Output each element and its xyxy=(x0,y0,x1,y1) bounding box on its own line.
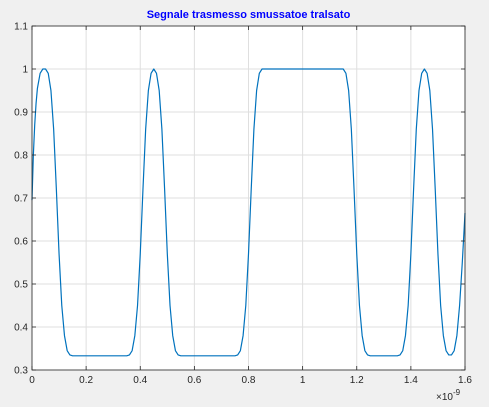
x-tick-label-3: 0.6 xyxy=(187,375,201,386)
x-exponent-power: -9 xyxy=(453,388,461,397)
y-tick-label-4: 0.7 xyxy=(14,194,28,205)
x-tick-label-6: 1.2 xyxy=(350,375,364,386)
x-exponent-base: ×10 xyxy=(436,392,453,403)
x-tick-label-7: 1.4 xyxy=(404,375,418,386)
y-tick-label-8: 1.1 xyxy=(14,22,28,33)
y-tick-label-6: 0.9 xyxy=(14,108,28,119)
x-tick-label-8: 1.6 xyxy=(458,375,472,386)
series-layer xyxy=(31,68,466,357)
x-tick-label-1: 0.2 xyxy=(79,375,93,386)
y-tick-label-7: 1 xyxy=(22,65,28,76)
x-tick-label-4: 0.8 xyxy=(242,375,256,386)
x-axis-ticks: 0 0.2 0.4 0.6 0.8 1 1.2 1.4 1.6 xyxy=(29,26,472,386)
x-tick-label-2: 0.4 xyxy=(133,375,147,386)
grid-lines xyxy=(31,25,466,371)
x-tick-label-5: 1 xyxy=(300,375,306,386)
y-tick-label-0: 0.3 xyxy=(14,366,28,377)
chart-title: Segnale trasmesso smussatoe tralsato xyxy=(147,9,351,21)
y-tick-label-2: 0.5 xyxy=(14,280,28,291)
y-tick-label-3: 0.6 xyxy=(14,237,28,248)
y-tick-label-1: 0.4 xyxy=(14,323,28,334)
y-axis-ticks: 0.3 0.4 0.5 0.6 0.7 0.8 0.9 1 1.1 xyxy=(14,22,465,377)
series-line-0 xyxy=(31,68,466,357)
x-tick-label-0: 0 xyxy=(29,375,35,386)
y-tick-label-5: 0.8 xyxy=(14,151,28,162)
x-axis-exponent-label: ×10-9 xyxy=(436,388,461,403)
